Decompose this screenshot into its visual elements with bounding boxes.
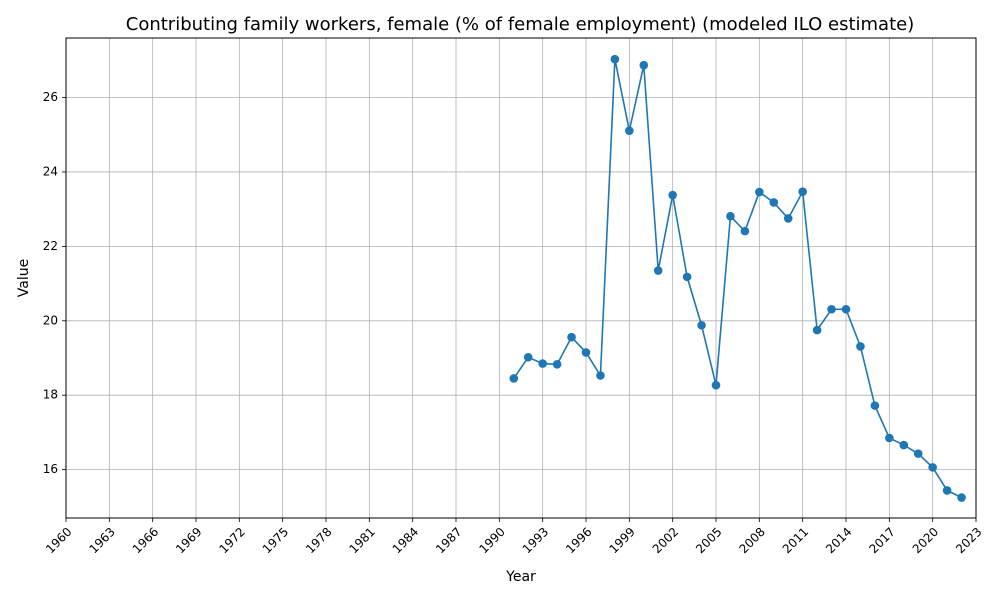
data-point — [841, 304, 851, 314]
data-point — [755, 187, 764, 197]
data-point — [957, 493, 966, 502]
gridlines — [65, 38, 977, 518]
data-point — [885, 433, 894, 443]
data-point — [682, 272, 692, 282]
plot-frame — [65, 37, 977, 519]
data-point — [783, 214, 793, 223]
data-point — [581, 348, 591, 357]
y-axis-label: Value — [16, 259, 32, 297]
x-axis-label: Year — [505, 569, 536, 585]
data-point — [870, 401, 880, 410]
data-point — [928, 463, 937, 472]
data-point — [567, 332, 576, 342]
y-tick-label: 24 — [43, 164, 58, 178]
data-point — [856, 342, 865, 351]
data-point — [610, 54, 620, 64]
chart-title: Contributing family workers, female (% o… — [126, 14, 914, 35]
data-point — [596, 371, 605, 380]
y-axis-ticks: 16 18 20 22 24 26 — [43, 90, 66, 476]
data-point — [942, 486, 952, 495]
data-series — [509, 54, 966, 502]
data-point — [899, 440, 909, 450]
y-tick-label: 18 — [43, 388, 58, 402]
data-point — [740, 226, 750, 236]
y-tick-label: 16 — [43, 462, 58, 476]
data-point — [726, 211, 735, 221]
data-point — [653, 266, 663, 275]
data-point — [639, 60, 649, 70]
data-point — [552, 360, 562, 369]
data-point — [827, 304, 836, 314]
data-point — [769, 198, 779, 207]
data-point — [523, 352, 533, 362]
data-point — [711, 380, 721, 390]
data-point — [798, 187, 807, 196]
data-point — [538, 359, 547, 368]
data-point — [668, 190, 677, 200]
data-point — [697, 320, 706, 330]
y-tick-label: 26 — [43, 90, 58, 104]
data-point — [812, 325, 822, 335]
data-point — [913, 449, 923, 458]
y-tick-label: 22 — [43, 239, 58, 253]
data-point — [625, 126, 634, 135]
data-point — [509, 374, 519, 383]
series-line — [513, 59, 962, 499]
y-tick-label: 20 — [43, 313, 58, 327]
